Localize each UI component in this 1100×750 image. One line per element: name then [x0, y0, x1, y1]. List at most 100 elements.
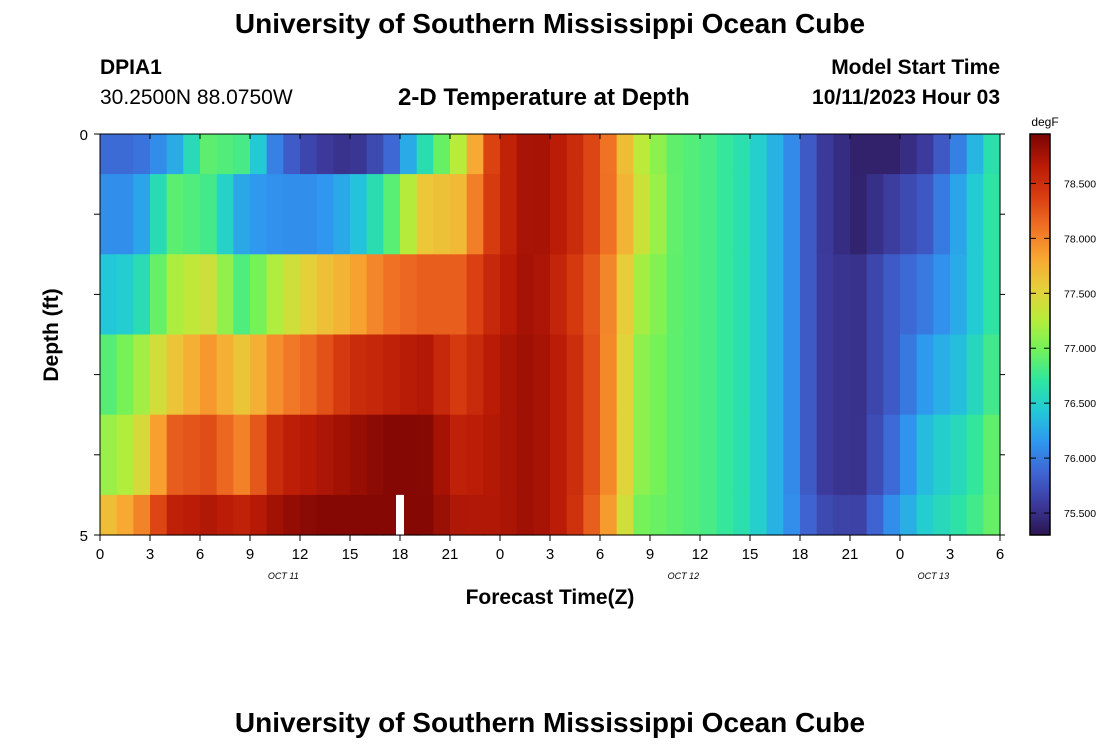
heatmap-cell: [900, 414, 918, 496]
heatmap-cells: [100, 134, 1001, 536]
heatmap-cell: [950, 414, 968, 496]
heatmap-cell: [633, 174, 651, 255]
heatmap-cell: [233, 134, 251, 175]
heatmap-cell: [916, 174, 934, 255]
heatmap-cell: [816, 494, 834, 536]
heatmap-cell: [316, 254, 334, 336]
x-tick-label: 6: [196, 546, 204, 563]
heatmap-cell: [200, 134, 218, 175]
heatmap-cell: [366, 254, 384, 336]
heatmap-cell: [583, 414, 601, 496]
heatmap-cell: [416, 254, 434, 336]
heatmap-cell: [200, 414, 218, 496]
heatmap-cell: [850, 334, 868, 416]
heatmap-cell: [400, 174, 418, 255]
heatmap-cell: [816, 134, 834, 175]
heatmap-cell: [283, 174, 301, 255]
heatmap-cell: [266, 134, 284, 175]
heatmap-cell: [283, 334, 301, 416]
heatmap-cell: [833, 494, 851, 536]
heatmap-cell: [483, 174, 501, 255]
heatmap-cell: [316, 174, 334, 255]
heatmap-cell: [933, 134, 951, 175]
heatmap-cell: [100, 494, 118, 536]
heatmap-cell: [200, 254, 218, 336]
heatmap-cell: [750, 334, 768, 416]
heatmap-cell: [216, 134, 234, 175]
heatmap-cell: [900, 174, 918, 255]
heatmap-cell: [783, 494, 801, 536]
heatmap-cell: [633, 494, 651, 536]
heatmap-cell: [816, 334, 834, 416]
colorbar-tick-label: 76.500: [1064, 398, 1096, 410]
heatmap-cell: [450, 414, 468, 496]
heatmap-cell: [833, 174, 851, 255]
heatmap-cell: [583, 174, 601, 255]
heatmap-cell: [666, 254, 684, 336]
station-id: DPIA1: [100, 56, 162, 79]
heatmap-cell: [483, 414, 501, 496]
heatmap-cell: [150, 414, 168, 496]
heatmap-cell: [216, 494, 234, 536]
heatmap-cell: [283, 134, 301, 175]
heatmap-cell: [216, 254, 234, 336]
heatmap-cell: [133, 334, 151, 416]
heatmap-cell: [416, 494, 434, 536]
x-tick-label: 21: [442, 546, 459, 563]
heatmap-cell: [633, 134, 651, 175]
heatmap-cell: [533, 414, 551, 496]
heatmap-cell: [116, 414, 134, 496]
heatmap-cell: [100, 414, 118, 496]
heatmap-cell: [816, 174, 834, 255]
heatmap-cell: [900, 254, 918, 336]
heatmap-cell: [400, 334, 418, 416]
heatmap-cell: [183, 254, 201, 336]
x-tick-label: 9: [246, 546, 254, 563]
heatmap-cell: [500, 254, 518, 336]
heatmap-cell: [550, 494, 568, 536]
heatmap-cell: [466, 254, 484, 336]
heatmap-cell: [550, 414, 568, 496]
heatmap-cell: [350, 134, 368, 175]
heatmap-cell: [450, 254, 468, 336]
heatmap-cell: [133, 254, 151, 336]
heatmap-cell: [600, 334, 618, 416]
heatmap-cell: [433, 134, 451, 175]
heatmap-cell: [883, 334, 901, 416]
heatmap-cell: [700, 414, 718, 496]
heatmap-cell: [866, 254, 884, 336]
heatmap-cell: [866, 494, 884, 536]
heatmap-cell: [183, 174, 201, 255]
heatmap-cell: [650, 334, 668, 416]
heatmap-cell: [250, 174, 268, 255]
colorbar-tick-label: 78.500: [1064, 178, 1096, 190]
heatmap-cell: [516, 174, 534, 255]
heatmap-cell: [666, 414, 684, 496]
heatmap-cell: [333, 134, 351, 175]
heatmap-cell: [133, 494, 151, 536]
heatmap-cell: [550, 134, 568, 175]
heatmap-cell: [800, 254, 818, 336]
heatmap-cell: [450, 334, 468, 416]
heatmap-cell: [883, 134, 901, 175]
heatmap-cell: [250, 254, 268, 336]
heatmap-cell: [900, 134, 918, 175]
heatmap-cell: [616, 254, 634, 336]
temperature-depth-chart: 0 3 6 9 12 15 18 21 0 3 6 9 12 15 18 21 0 3 6 OCT 11 OCT 12 O…: [40, 115, 1096, 609]
heatmap-cell: [283, 254, 301, 336]
heatmap-cell: [333, 334, 351, 416]
heatmap-cell: [350, 174, 368, 255]
heatmap-cell: [100, 334, 118, 416]
heatmap-cell: [350, 414, 368, 496]
heatmap-cell: [516, 414, 534, 496]
heatmap-cell: [700, 494, 718, 536]
heatmap-cell: [800, 414, 818, 496]
heatmap-cell: [466, 174, 484, 255]
heatmap-cell: [266, 494, 284, 536]
heatmap-cell: [283, 414, 301, 496]
heatmap-cell: [300, 174, 318, 255]
heatmap-cell: [966, 254, 984, 336]
heatmap-cell: [600, 254, 618, 336]
heatmap-cell: [250, 134, 268, 175]
heatmap-cell: [500, 334, 518, 416]
